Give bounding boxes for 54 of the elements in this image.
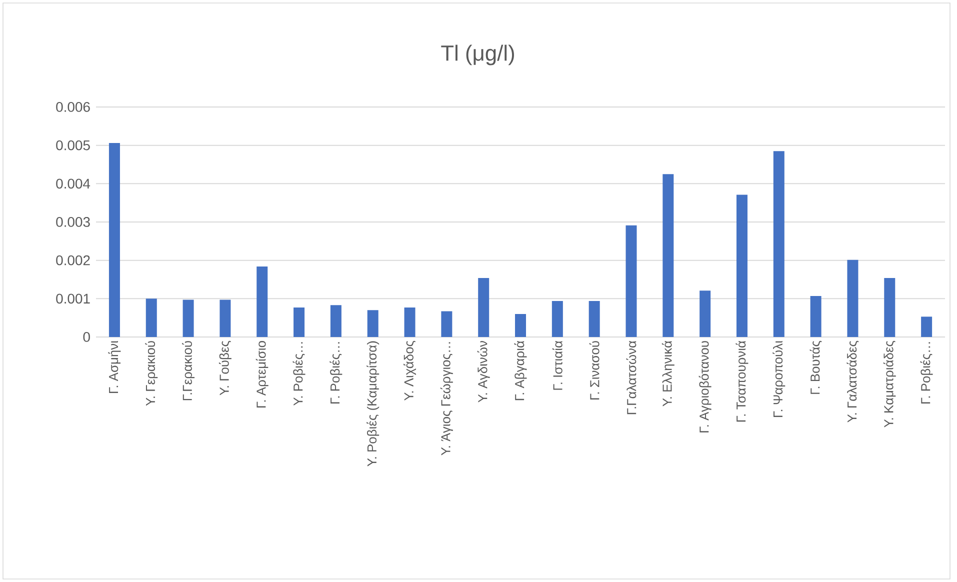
y-tick-label: 0 — [83, 332, 90, 342]
bar — [588, 300, 600, 337]
bar — [884, 278, 896, 337]
x-tick-label: Γ. Ιστιαία — [552, 340, 562, 390]
bar — [220, 300, 231, 337]
x-tick-label: Γ. Αβγαριά — [514, 340, 527, 400]
x-tick-label: Υ. Αγδινών — [477, 340, 490, 402]
bar — [404, 307, 416, 337]
x-tick-label: Γ. Σινασού — [589, 341, 600, 400]
x-tick-label: Υ. Γαλατσάδες — [846, 340, 859, 422]
bar — [294, 307, 305, 337]
x-tick-label: Υ. Γούβες — [218, 340, 232, 396]
x-tick-label: Υ. Καματριάδες — [883, 340, 896, 428]
x-tick-label: Γ. Αγριοβότανου — [698, 341, 712, 432]
bar — [182, 300, 194, 337]
x-tick-label: Γ. Αρτεμίσιο — [256, 341, 268, 408]
bar — [108, 143, 120, 337]
bar — [330, 305, 342, 337]
x-tick-label: Υ. Άγιος Γεώργιος… — [440, 342, 453, 456]
bar — [921, 316, 932, 337]
x-tick-label: Υ. Ροβιές… — [292, 342, 306, 406]
x-tick-label: Γ. Ασμήνι — [108, 340, 121, 393]
bar — [810, 296, 822, 337]
chart-title: Tl (μg/l) — [441, 44, 514, 66]
y-tick-label: 0.004 — [56, 178, 90, 189]
x-tick-label: Γ.Γαλατσώνα — [626, 340, 636, 414]
bar — [700, 290, 711, 337]
bar — [626, 225, 637, 337]
y-tick-label: 0.002 — [56, 255, 90, 266]
bar — [515, 314, 526, 337]
x-tick-label: Υ. Γερακιού — [145, 341, 158, 406]
bar — [552, 300, 563, 337]
x-tick-label: Υ. Ροβιές (Καμαρίτσα) — [366, 341, 380, 466]
x-tick-label: Γ. Ροβιές… — [920, 342, 933, 404]
y-tick-label: 0.006 — [56, 102, 90, 112]
x-tick-label: Υ. Ελληνικά — [662, 340, 674, 406]
bar — [773, 151, 784, 337]
bar — [736, 194, 748, 337]
y-tick-label: 0.005 — [56, 140, 90, 150]
bar — [367, 310, 378, 337]
bar — [478, 278, 490, 337]
bar — [662, 174, 674, 337]
bar — [441, 311, 452, 337]
bar — [146, 298, 157, 337]
x-tick-label: Γ.Γερακιού — [182, 341, 195, 400]
x-tick-label: Γ. Ψαροπούλι — [772, 340, 786, 417]
bar — [847, 260, 858, 337]
x-tick-label: Υ. Λιχάδος — [404, 340, 416, 401]
x-tick-label: Γ. Τσαπουρνιά — [736, 340, 748, 422]
y-tick-label: 0.001 — [56, 294, 90, 304]
x-tick-label: Γ. Βουτάς — [810, 340, 822, 394]
y-tick-label: 0.003 — [56, 217, 90, 227]
x-tick-label: Γ. Ροβιές… — [330, 342, 342, 404]
bar — [256, 266, 268, 337]
